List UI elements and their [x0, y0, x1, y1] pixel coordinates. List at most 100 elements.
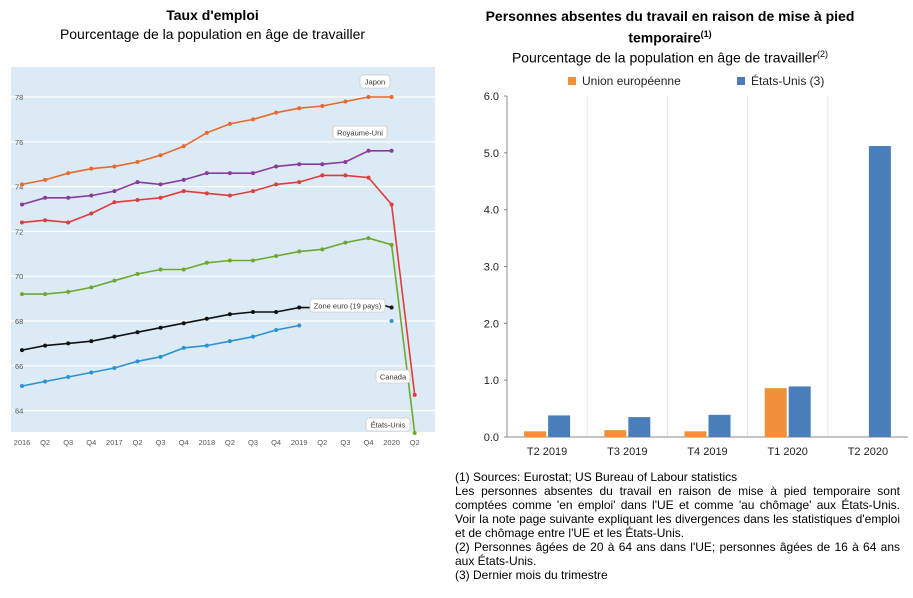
series-line [22, 237, 416, 434]
data-point [89, 285, 94, 290]
data-point [181, 144, 186, 149]
data-point [43, 218, 48, 223]
data-point [389, 95, 394, 99]
data-point [66, 171, 71, 176]
footnotes: (1) Sources: Eurostat; US Bureau of Labo… [455, 470, 900, 582]
data-point [320, 103, 325, 108]
data-point [227, 193, 232, 198]
y-tick-label: 68 [15, 317, 23, 326]
x-tick-label: Q4 [179, 438, 189, 447]
data-point [412, 431, 417, 435]
y-tick-label: 64 [15, 407, 23, 416]
bar [684, 431, 707, 437]
data-point [343, 173, 348, 178]
legend-label: Union européenne [582, 74, 681, 88]
data-point [181, 321, 186, 326]
footnote-1-detail: Les personnes absentes du travail en rai… [455, 484, 900, 540]
series-label-box [359, 74, 391, 89]
data-point [227, 121, 232, 126]
data-point [204, 343, 209, 348]
bar [548, 415, 571, 437]
legend-swatch [737, 77, 745, 85]
legend-label: États-Unis (3) [751, 73, 824, 88]
right-chart-title: Personnes absentes du travail en raison … [450, 7, 890, 47]
data-point [204, 260, 209, 265]
data-point [158, 325, 163, 330]
data-point [297, 162, 302, 167]
data-point [251, 334, 255, 339]
x-tick-label: Q2 [132, 438, 142, 447]
y-tick-label: 6.0 [484, 91, 499, 103]
data-point [297, 180, 302, 185]
data-point [43, 379, 48, 384]
data-point [204, 171, 209, 176]
series-label-text: Canada [380, 373, 407, 382]
bar [764, 388, 787, 437]
series-label-text: Royaume-Uni [337, 129, 383, 138]
y-tick-label: 1.0 [484, 375, 499, 387]
series-label-text: États-Unis [371, 421, 406, 430]
data-point [320, 247, 325, 252]
data-point [251, 189, 255, 194]
bar [708, 414, 731, 437]
data-point [227, 312, 232, 317]
data-point [343, 159, 348, 164]
left-chart-subtitle: Pourcentage de la population en âge de t… [59, 26, 366, 42]
right-chart-subtitle-sup: (2) [817, 49, 829, 59]
x-tick-label: 2019 [291, 438, 308, 447]
data-point [274, 164, 279, 169]
x-tick-label: Q3 [63, 438, 73, 447]
y-tick-label: 70 [15, 272, 23, 281]
series-label-text: Japon [365, 78, 385, 87]
x-tick-label: Q4 [363, 438, 373, 447]
footnote-3: (3) Dernier mois du trimestre [455, 568, 608, 582]
data-point [389, 242, 394, 247]
data-point [366, 148, 371, 153]
footnote-1: (1) Sources: Eurostat; US Bureau of Labo… [455, 470, 738, 484]
data-point [158, 267, 163, 272]
data-point [135, 159, 140, 164]
data-point [297, 323, 302, 328]
data-point [112, 366, 117, 371]
data-point [112, 200, 117, 205]
data-point [204, 191, 209, 196]
data-point [112, 278, 117, 283]
data-point [158, 195, 163, 200]
bar [628, 417, 651, 437]
x-tick-label: Q3 [248, 438, 258, 447]
y-tick-label: 3.0 [484, 262, 499, 274]
data-point [204, 130, 209, 135]
x-tick-label: T3 2019 [607, 446, 647, 458]
data-point [389, 202, 394, 207]
data-point [274, 327, 279, 332]
x-tick-label: Q2 [40, 438, 50, 447]
y-tick-label: 74 [15, 183, 23, 192]
employment-rate-line-chart: 64 66 68 70 72 74 76 78 2016 Q2 Q3 Q4 2017 Q2 Q3 Q4 2018… [11, 67, 435, 447]
data-point [181, 267, 186, 272]
x-tick-label: 2016 [14, 438, 31, 447]
x-tick-label: Q2 [317, 438, 327, 447]
series-label-box [375, 369, 411, 384]
x-tick-label: Q3 [156, 438, 166, 447]
data-point [112, 189, 117, 194]
data-point [274, 254, 279, 259]
left-chart-title: Taux d'emploi [166, 7, 259, 23]
y-tick-label: 76 [15, 138, 23, 147]
data-point [135, 330, 140, 335]
y-tick-label: 66 [15, 362, 23, 371]
data-point [181, 345, 186, 350]
data-point [66, 375, 71, 379]
y-tick-label: 5.0 [484, 148, 499, 160]
bar [604, 430, 627, 437]
series-label: Royaume-Uni [332, 125, 388, 140]
data-point [66, 341, 71, 346]
series-label: États-Unis [365, 417, 411, 432]
data-point [135, 359, 140, 364]
bar [868, 146, 891, 437]
series-line [21, 174, 416, 395]
data-point [158, 182, 163, 187]
data-point [320, 173, 325, 178]
data-point [112, 164, 117, 169]
data-point [251, 171, 255, 176]
data-point [20, 202, 24, 207]
